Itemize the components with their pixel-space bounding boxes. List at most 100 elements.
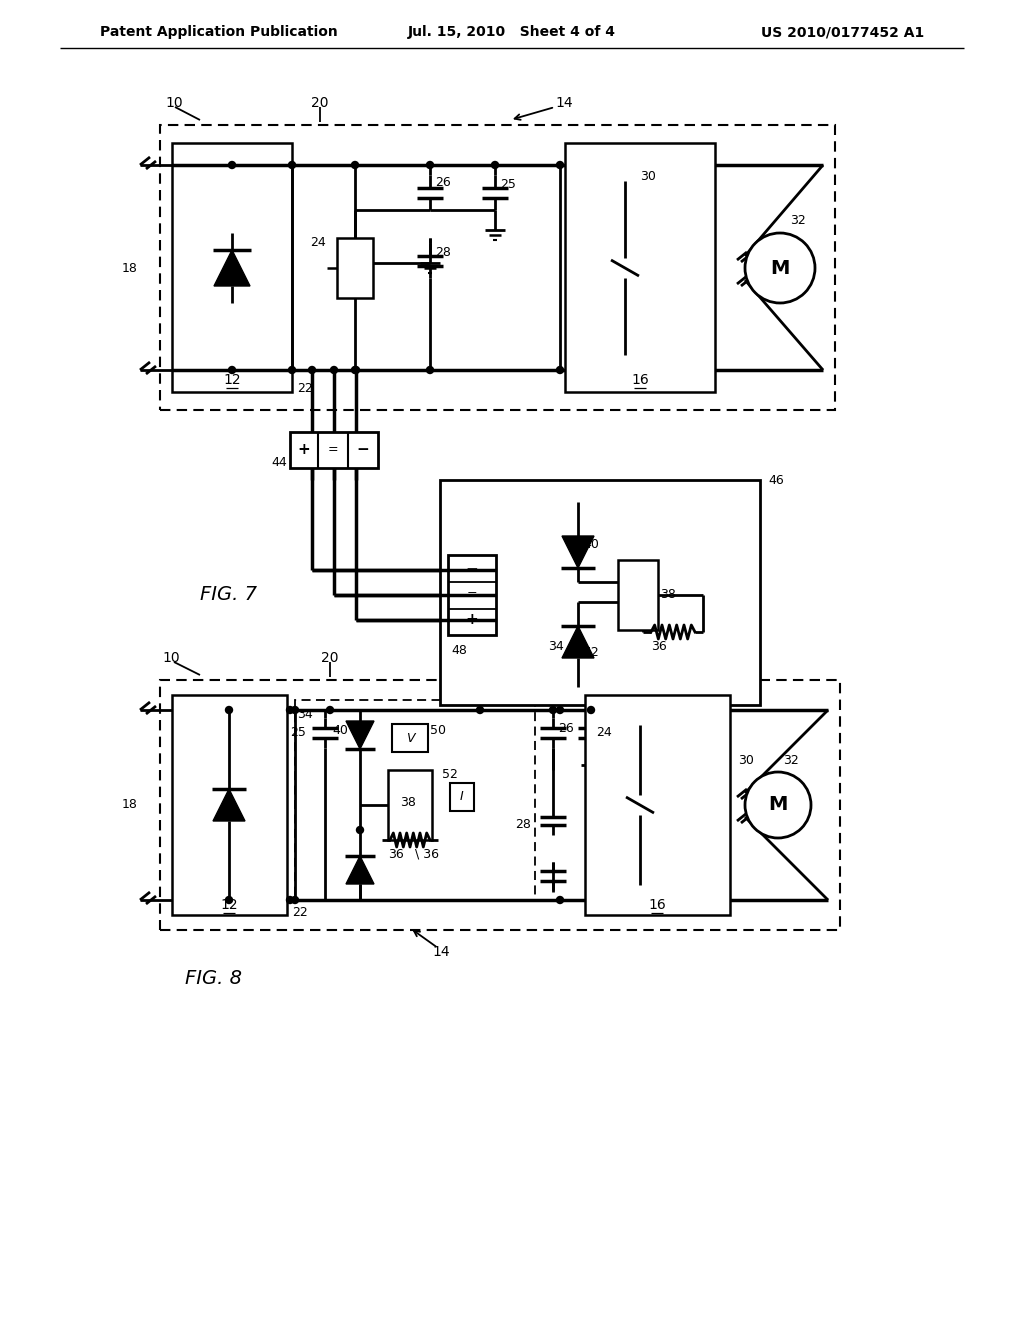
Bar: [160, 125, 835, 411]
Text: 12: 12: [220, 898, 238, 912]
Text: 32: 32: [790, 214, 806, 227]
Text: 25: 25: [500, 178, 516, 191]
Text: 26: 26: [558, 722, 573, 734]
Circle shape: [308, 367, 315, 374]
Text: 50: 50: [430, 723, 446, 737]
Circle shape: [352, 367, 359, 374]
Circle shape: [427, 161, 433, 169]
Polygon shape: [213, 789, 245, 821]
Text: 40: 40: [583, 537, 599, 550]
Circle shape: [287, 896, 294, 903]
Text: 12: 12: [223, 374, 241, 387]
Circle shape: [292, 896, 299, 903]
Text: US 2010/0177452 A1: US 2010/0177452 A1: [761, 25, 924, 40]
Text: 14: 14: [432, 945, 450, 960]
Circle shape: [492, 161, 499, 169]
Circle shape: [556, 367, 563, 374]
Circle shape: [356, 826, 364, 833]
Circle shape: [228, 367, 236, 374]
Text: 44: 44: [271, 457, 287, 470]
Polygon shape: [346, 721, 374, 748]
Text: 30: 30: [738, 754, 754, 767]
Text: 14: 14: [555, 96, 572, 110]
Circle shape: [289, 367, 296, 374]
Text: 36: 36: [651, 640, 667, 653]
Text: 32: 32: [783, 754, 799, 767]
Text: FIG. 7: FIG. 7: [200, 586, 257, 605]
Bar: [160, 680, 840, 931]
Text: 30: 30: [640, 170, 656, 183]
Circle shape: [327, 706, 334, 714]
Text: M: M: [768, 796, 787, 814]
Text: 42: 42: [583, 645, 599, 659]
Bar: [388, 770, 432, 840]
Text: 48: 48: [451, 644, 467, 656]
Text: +: +: [298, 442, 310, 458]
Text: 20: 20: [311, 96, 329, 110]
Polygon shape: [214, 249, 250, 286]
Text: Jul. 15, 2010   Sheet 4 of 4: Jul. 15, 2010 Sheet 4 of 4: [408, 25, 616, 40]
Text: 28: 28: [435, 247, 451, 260]
Bar: [172, 143, 292, 392]
Text: 22: 22: [292, 906, 308, 919]
Bar: [618, 560, 658, 630]
Bar: [172, 696, 287, 915]
Text: 28: 28: [515, 818, 531, 832]
Bar: [585, 696, 730, 915]
Text: 10: 10: [162, 651, 179, 665]
Text: 25: 25: [290, 726, 306, 738]
Text: 22: 22: [297, 381, 312, 395]
Text: 26: 26: [435, 177, 451, 190]
Text: \ 36: \ 36: [415, 847, 439, 861]
Text: M: M: [770, 259, 790, 277]
Polygon shape: [562, 536, 594, 568]
Text: =: =: [467, 589, 477, 602]
Circle shape: [228, 161, 236, 169]
Circle shape: [550, 706, 556, 714]
Circle shape: [287, 706, 294, 714]
Text: 34: 34: [297, 709, 312, 722]
Text: 36: 36: [388, 847, 403, 861]
Polygon shape: [562, 626, 594, 657]
Circle shape: [588, 706, 595, 714]
Text: I: I: [460, 791, 464, 804]
Text: 42: 42: [355, 874, 371, 887]
Bar: [440, 480, 760, 705]
Text: FIG. 8: FIG. 8: [185, 969, 242, 987]
Circle shape: [225, 706, 232, 714]
Bar: [290, 432, 378, 469]
Text: 34: 34: [548, 640, 564, 653]
Text: 20: 20: [322, 651, 339, 665]
Text: 24: 24: [310, 236, 326, 249]
Circle shape: [476, 706, 483, 714]
Text: 16: 16: [648, 898, 666, 912]
Text: +: +: [466, 612, 478, 627]
Circle shape: [225, 896, 232, 903]
Circle shape: [292, 706, 299, 714]
Text: Patent Application Publication: Patent Application Publication: [100, 25, 338, 40]
Bar: [565, 143, 715, 392]
Bar: [450, 783, 474, 810]
Text: 38: 38: [660, 589, 676, 602]
Bar: [392, 723, 428, 752]
Text: =: =: [328, 444, 338, 457]
Circle shape: [351, 367, 358, 374]
Text: 24: 24: [596, 726, 611, 738]
Circle shape: [351, 161, 358, 169]
Circle shape: [745, 234, 815, 304]
Circle shape: [556, 161, 563, 169]
Polygon shape: [346, 855, 374, 884]
Text: 10: 10: [165, 96, 182, 110]
Text: V: V: [406, 731, 415, 744]
Circle shape: [331, 367, 338, 374]
Bar: [337, 238, 373, 298]
Bar: [449, 554, 496, 635]
Text: 18: 18: [122, 799, 138, 812]
Text: 18: 18: [122, 261, 138, 275]
Circle shape: [556, 706, 563, 714]
Circle shape: [745, 772, 811, 838]
Circle shape: [556, 896, 563, 903]
Bar: [295, 700, 535, 900]
Text: 40: 40: [332, 723, 348, 737]
Text: 46: 46: [768, 474, 783, 487]
